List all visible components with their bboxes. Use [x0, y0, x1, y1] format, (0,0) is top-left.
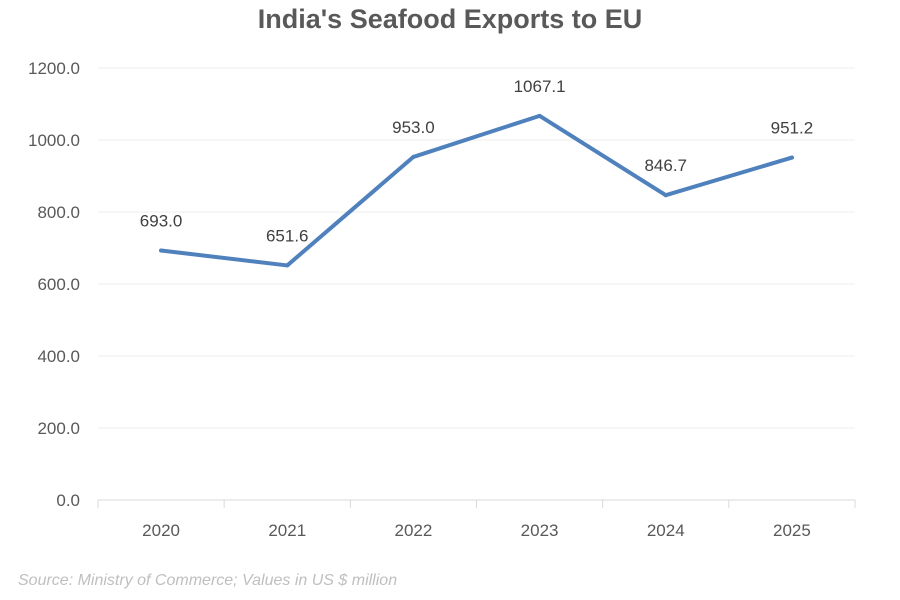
data-point	[159, 248, 164, 253]
x-tick-label: 2021	[268, 521, 306, 540]
y-tick-label: 1000.0	[28, 131, 80, 150]
y-tick-label: 400.0	[37, 347, 80, 366]
x-tick-label: 2020	[142, 521, 180, 540]
chart-title: India's Seafood Exports to EU	[258, 4, 642, 34]
data-point	[789, 155, 794, 160]
data-label: 953.0	[392, 118, 435, 137]
data-label: 846.7	[644, 156, 687, 175]
y-tick-label: 800.0	[37, 203, 80, 222]
data-label: 693.0	[140, 212, 183, 231]
x-tick-label: 2023	[521, 521, 559, 540]
x-axis: 2020 2021 2022 2023 2024 2025	[97, 499, 856, 540]
series-line	[159, 113, 794, 268]
y-axis: 0.0 200.0 400.0 600.0 800.0 1000.0 1200.0	[28, 59, 80, 510]
source-note: Source: Ministry of Commerce; Values in …	[18, 572, 397, 589]
data-point	[663, 193, 668, 198]
data-label: 651.6	[266, 226, 309, 245]
data-point	[285, 263, 290, 268]
y-tick-label: 1200.0	[28, 59, 80, 78]
y-tick-label: 0.0	[56, 491, 80, 510]
y-tick-label: 600.0	[37, 275, 80, 294]
data-label: 951.2	[771, 119, 814, 138]
x-tick-label: 2022	[395, 521, 433, 540]
x-tick-label: 2025	[773, 521, 811, 540]
series-layer	[159, 113, 794, 268]
data-point	[411, 154, 416, 159]
x-tick-label: 2024	[647, 521, 685, 540]
data-labels: 693.0 651.6 953.0 1067.1 846.7 951.2	[140, 77, 813, 246]
data-point	[537, 113, 542, 118]
gridlines	[98, 67, 855, 429]
data-label: 1067.1	[514, 77, 566, 96]
y-tick-label: 200.0	[37, 419, 80, 438]
